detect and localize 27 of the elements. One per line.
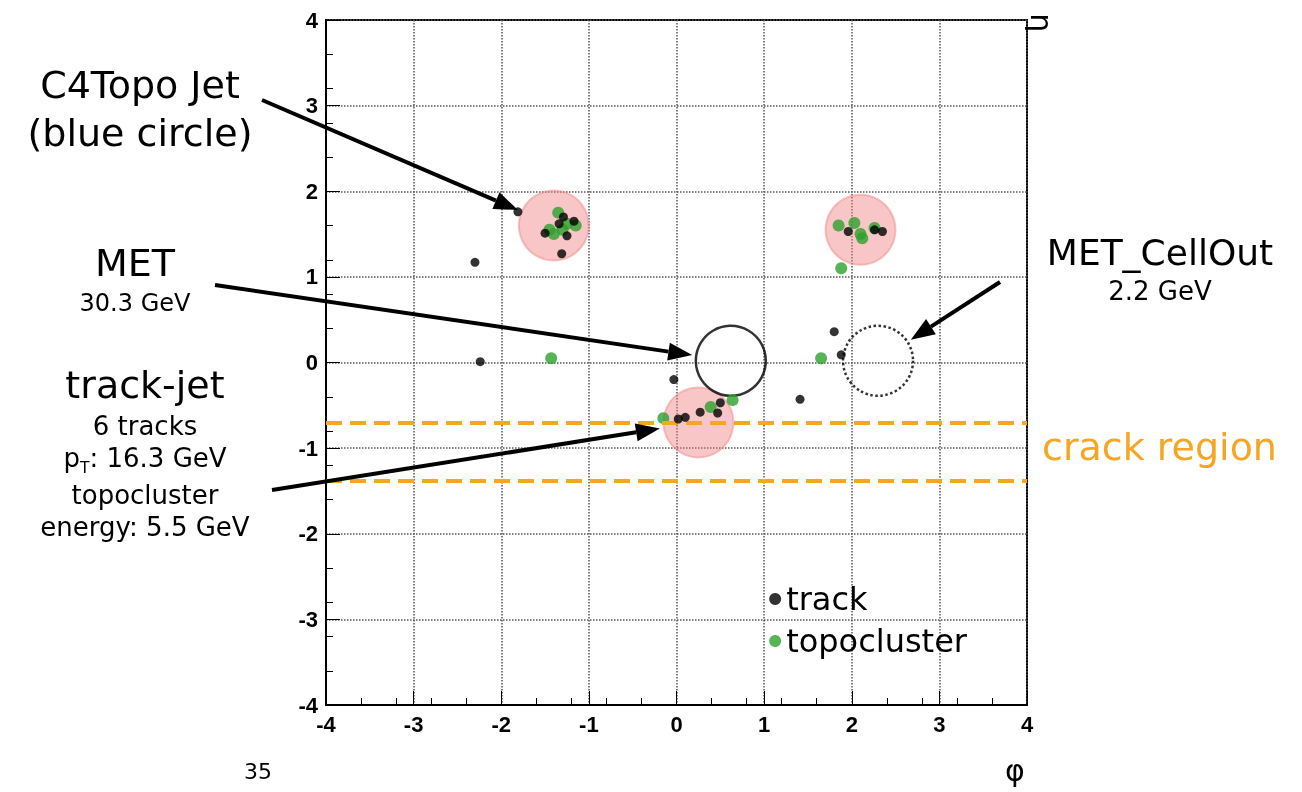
x-tick-label: -2 bbox=[491, 711, 512, 737]
y-tick-label: 2 bbox=[305, 178, 318, 204]
y-tick-label: -2 bbox=[298, 521, 318, 547]
y-tick-label: -1 bbox=[298, 435, 318, 461]
x-tick-label: 4 bbox=[1020, 711, 1034, 737]
x-tick-label: 3 bbox=[933, 711, 946, 737]
y-tick-label: 0 bbox=[305, 350, 318, 375]
x-tick-label: -3 bbox=[403, 711, 424, 737]
x-tick-label: 0 bbox=[670, 711, 683, 737]
x-tick-label: 1 bbox=[758, 711, 771, 737]
y-tick-label: 1 bbox=[305, 264, 318, 290]
legend-label: topocluster bbox=[786, 622, 968, 660]
text: C4Topo Jet (blue circle) bbox=[27, 62, 253, 157]
y-tick-label: -4 bbox=[298, 692, 319, 718]
legend-label: track bbox=[786, 580, 869, 618]
text: MET 30.3 GeV bbox=[79, 240, 191, 318]
x-tick-label: 2 bbox=[845, 711, 858, 737]
text: MET_CellOut 2.2 GeV bbox=[1046, 231, 1274, 308]
text: crack region bbox=[1042, 424, 1277, 471]
y-tick-label: 4 bbox=[305, 7, 319, 33]
y-axis-title: η bbox=[1023, 13, 1061, 33]
x-axis-title: φ bbox=[1005, 752, 1025, 790]
text: track-jet 6 tracks p$_{T}$: 16.3 GeV topocluster energy: 5.5 GeV bbox=[40, 362, 250, 544]
y-tick-label: 3 bbox=[305, 93, 318, 119]
y-tick-label: -3 bbox=[298, 606, 318, 632]
x-tick-label: -1 bbox=[579, 711, 599, 737]
text: 35 bbox=[244, 758, 272, 786]
